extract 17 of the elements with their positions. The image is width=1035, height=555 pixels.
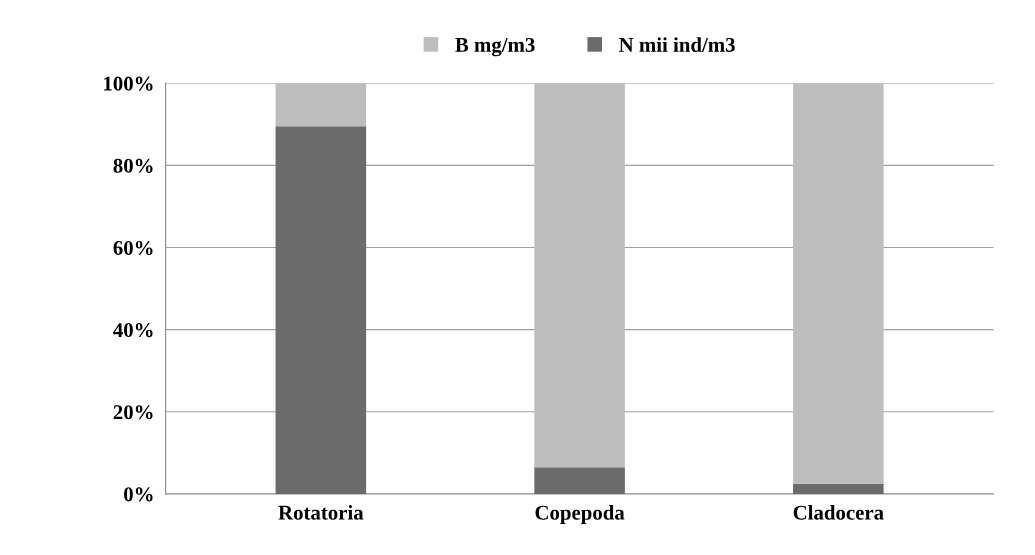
y-tick-label: 100% bbox=[104, 76, 153, 91]
y-tick-label: 20% bbox=[113, 405, 153, 420]
y-tick-label: 60% bbox=[113, 240, 153, 256]
y-tick-label: 0% bbox=[124, 487, 153, 502]
y-tick-label: 40% bbox=[113, 323, 153, 338]
bar bbox=[275, 126, 367, 494]
bar bbox=[793, 483, 884, 494]
legend-label: B mg/m3 bbox=[455, 37, 535, 57]
y-tick-label: 80% bbox=[113, 158, 153, 173]
legend-label: N mii ind/m3 bbox=[619, 37, 735, 52]
bar bbox=[793, 83, 884, 484]
x-tick-label: Rotatoria bbox=[278, 505, 364, 520]
bar bbox=[534, 83, 625, 468]
bar bbox=[275, 83, 367, 127]
bar bbox=[534, 467, 625, 494]
x-tick-label: Cladocera bbox=[793, 505, 884, 520]
x-tick-label: Copepoda bbox=[535, 505, 625, 524]
